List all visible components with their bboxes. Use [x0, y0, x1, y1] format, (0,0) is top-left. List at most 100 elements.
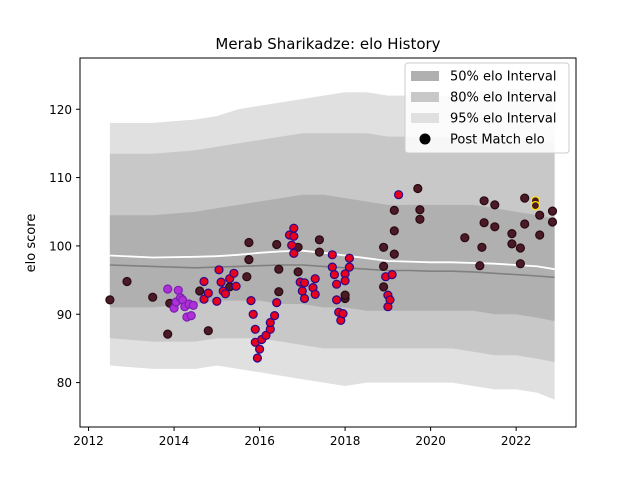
legend-swatch — [411, 113, 439, 123]
elo-point — [274, 264, 284, 274]
legend-label: 80% elo Interval — [450, 91, 557, 106]
elo-point — [515, 259, 526, 269]
elo-point — [477, 242, 487, 252]
elo-point — [310, 289, 320, 299]
elo-point — [520, 219, 530, 229]
plot-frame — [79, 57, 577, 428]
elo-point — [272, 298, 282, 308]
legend-label: 95% elo Interval — [450, 112, 557, 127]
elo-point — [229, 268, 239, 278]
elo-point — [490, 222, 500, 232]
elo-point — [479, 218, 489, 228]
legend-label: Post Match elo — [450, 133, 545, 148]
elo-point — [203, 326, 213, 336]
elo-point — [272, 239, 282, 250]
y-tick-label: 80 — [57, 376, 72, 390]
elo-point — [163, 284, 173, 294]
elo-point — [289, 231, 299, 241]
elo-point — [289, 248, 299, 258]
elo-point — [122, 276, 132, 287]
elo-point — [379, 282, 389, 292]
elo-point — [105, 295, 115, 305]
elo-point — [252, 353, 262, 363]
plot-area — [105, 88, 558, 400]
y-tick-label: 100 — [49, 239, 72, 253]
elo-point — [314, 247, 324, 257]
elo-point — [186, 311, 196, 321]
elo-point — [415, 214, 425, 224]
legend-swatch — [411, 92, 439, 102]
elo-point — [332, 295, 342, 305]
elo-point — [479, 196, 489, 206]
elo-point — [195, 286, 205, 296]
elo-point — [535, 230, 545, 240]
elo-point — [413, 183, 423, 194]
x-tick-label: 2016 — [244, 434, 275, 448]
legend-marker — [419, 133, 431, 145]
x-tick-label: 2020 — [415, 434, 446, 448]
elo-point — [246, 296, 256, 306]
elo-point — [547, 206, 558, 216]
y-axis-label: elo score — [24, 214, 39, 273]
elo-point — [387, 270, 397, 280]
elo-point — [385, 295, 395, 305]
elo-point — [415, 205, 425, 215]
elo-point — [535, 210, 545, 220]
x-tick-label: 2022 — [501, 434, 532, 448]
elo-point — [507, 239, 517, 249]
elo-point — [188, 300, 198, 310]
elo-point — [265, 317, 275, 328]
elo-point — [297, 286, 307, 296]
elo-point — [389, 205, 399, 215]
legend-box — [404, 62, 570, 154]
elo-point — [244, 255, 254, 265]
elo-point — [389, 226, 399, 236]
elo-point — [244, 237, 254, 248]
elo-point — [299, 278, 310, 288]
elo-point — [340, 290, 350, 300]
elo-point — [199, 276, 209, 287]
elo-point — [274, 287, 284, 297]
elo-point — [299, 293, 310, 304]
axes: 2012 2014 2016 2018 2020 2022 80 90 100 110 120 — [49, 103, 531, 448]
elo-point — [520, 193, 530, 203]
elo-point — [220, 289, 230, 299]
elo-point — [199, 294, 209, 304]
legend-label: 50% elo Interval — [450, 70, 557, 85]
elo-point — [173, 285, 183, 295]
x-tick-label: 2018 — [330, 434, 361, 448]
y-tick-label: 120 — [49, 103, 72, 117]
elo-point — [344, 253, 354, 263]
elo-point — [261, 330, 271, 340]
elo-point — [163, 329, 173, 339]
y-tick-label: 90 — [57, 308, 72, 322]
legend-swatch — [411, 71, 439, 81]
x-tick-label: 2014 — [159, 434, 190, 448]
elo-point — [475, 261, 485, 271]
elo-point — [332, 279, 342, 289]
elo-point — [547, 217, 558, 227]
elo-point — [212, 296, 222, 306]
elo-point — [216, 277, 226, 287]
elo-point — [314, 235, 324, 245]
elo-point — [327, 250, 337, 260]
elo-point — [231, 281, 241, 291]
elo-point — [248, 309, 258, 319]
elo-point — [327, 262, 337, 272]
elo-point — [293, 267, 303, 277]
elo-point — [340, 276, 350, 286]
elo-point — [460, 233, 470, 243]
legend: 50% elo Interval 80% elo Interval 95% elo … — [404, 62, 570, 154]
elo-point — [287, 240, 297, 250]
elo-point — [310, 274, 320, 284]
elo-point — [490, 200, 500, 210]
elo-point — [250, 324, 260, 334]
elo-point — [530, 201, 541, 211]
elo-point — [329, 270, 339, 280]
mean-elo-line — [109, 249, 555, 271]
chart-title: Merab Sharikadze: elo History — [215, 35, 440, 53]
y-tick-label: 110 — [49, 171, 72, 185]
elo-point — [344, 262, 354, 272]
elo-point — [255, 344, 265, 354]
